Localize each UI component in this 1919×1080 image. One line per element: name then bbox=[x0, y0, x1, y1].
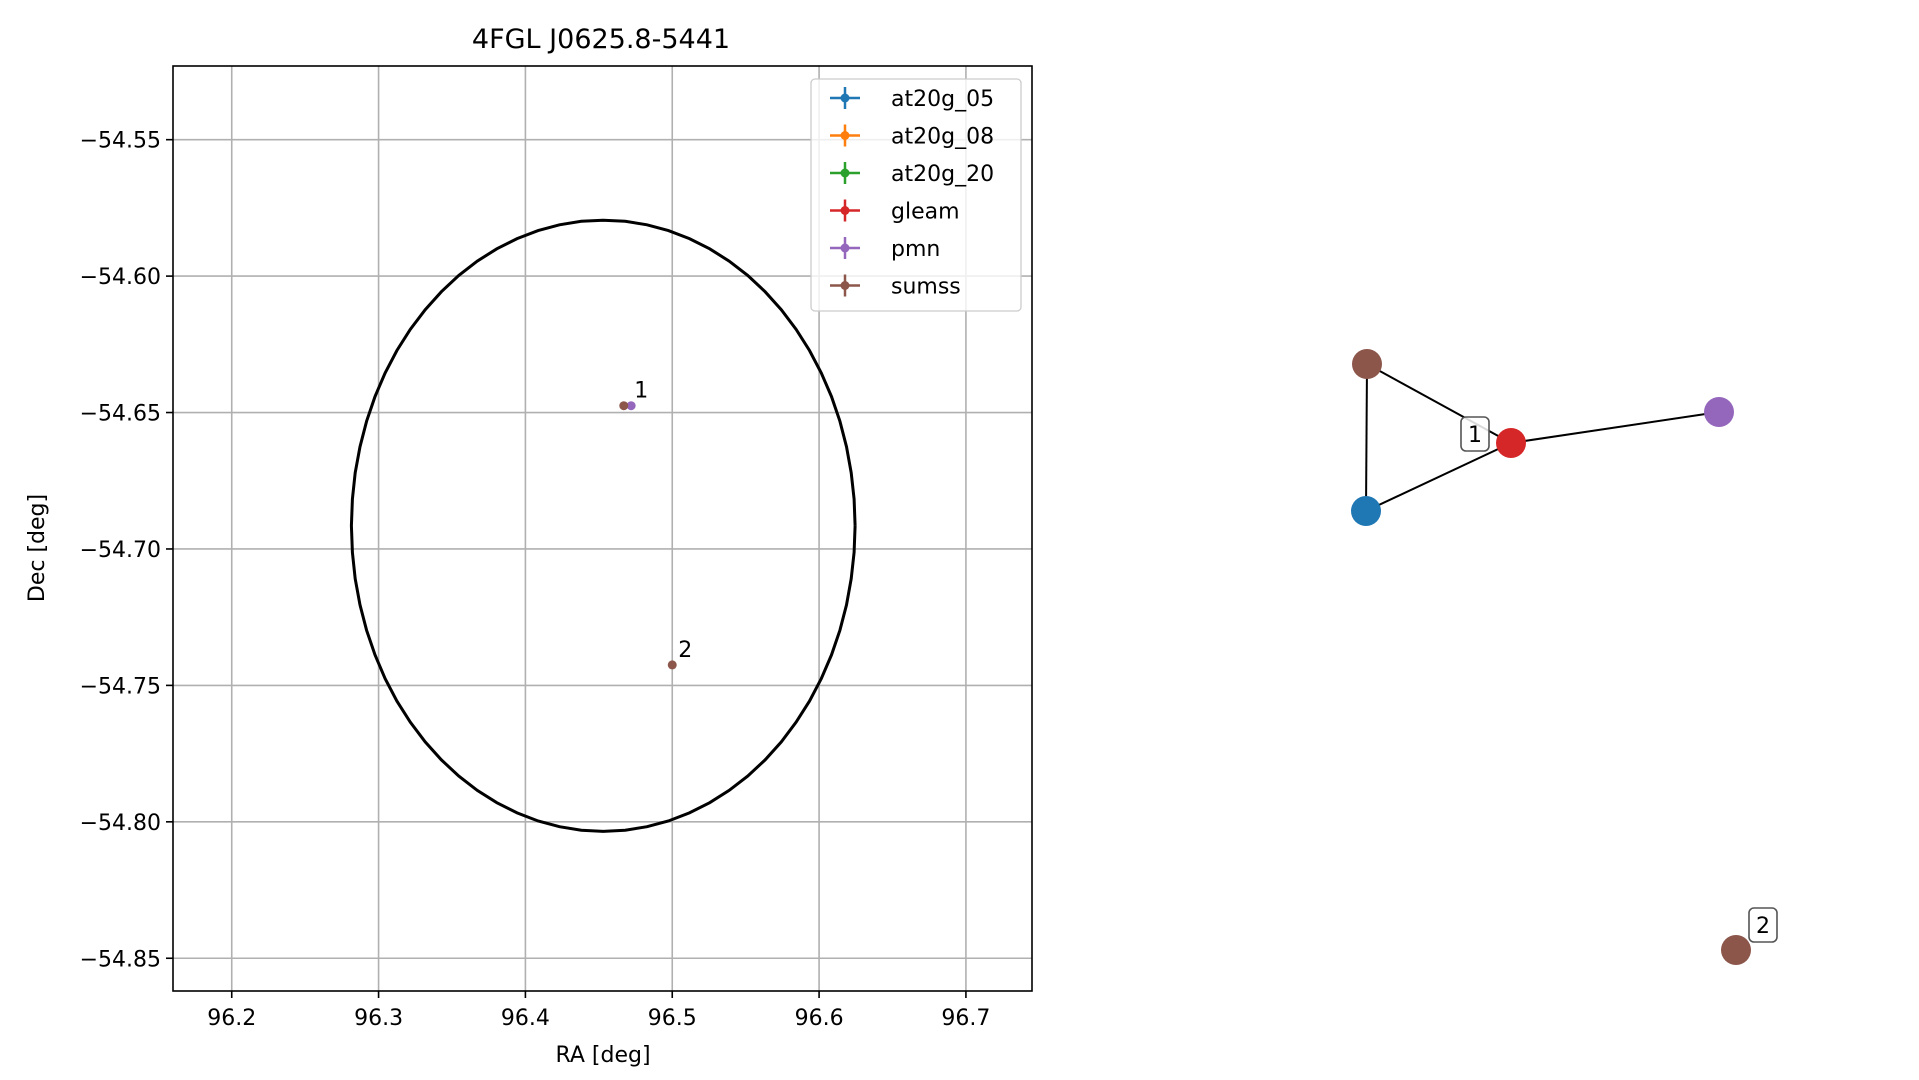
graph-label-text: 2 bbox=[1756, 914, 1770, 939]
point-annotation: 2 bbox=[678, 638, 692, 663]
x-axis-ticks: 96.2 96.3 96.4 96.5 96.6 96.7 bbox=[207, 991, 990, 1031]
chart-title: 4FGL J0625.8-5441 bbox=[472, 24, 730, 55]
graph-label-box bbox=[1460, 416, 1490, 452]
y-tick-label: −54.55 bbox=[80, 129, 161, 154]
legend-label: at20g_08 bbox=[891, 125, 994, 150]
point-annotation: 1 bbox=[634, 379, 648, 404]
graph-edge bbox=[1510, 411, 1720, 444]
x-tick-label: 96.3 bbox=[354, 1006, 403, 1031]
x-tick-label: 96.7 bbox=[941, 1006, 990, 1031]
data-point-sumss bbox=[667, 660, 677, 670]
x-tick-label: 96.2 bbox=[207, 1006, 256, 1031]
legend-item-at20g_20: at20g_20 bbox=[830, 162, 994, 187]
y-axis-label: Dec [deg] bbox=[25, 494, 50, 602]
legend-marker bbox=[840, 206, 850, 215]
graph-node-gleam bbox=[1496, 428, 1526, 458]
legend-marker bbox=[840, 131, 850, 140]
data-point-pmn bbox=[626, 401, 636, 411]
legend-item-sumss: sumss bbox=[830, 274, 961, 300]
graph-node-at20g bbox=[1351, 496, 1381, 526]
network-graph: 12 bbox=[1351, 349, 1778, 965]
y-tick-label: −54.60 bbox=[80, 265, 161, 290]
x-tick-label: 96.4 bbox=[501, 1006, 550, 1031]
graph-label: 1 bbox=[1460, 416, 1490, 452]
graph-node-pmn bbox=[1704, 397, 1734, 427]
legend-item-pmn: pmn bbox=[830, 237, 940, 262]
y-axis-ticks: −54.55 −54.60 −54.65 −54.70 −54.75 −54.80 −54.… bbox=[80, 129, 173, 972]
x-tick-label: 96.5 bbox=[648, 1006, 697, 1031]
y-tick-label: −54.65 bbox=[80, 402, 161, 427]
y-tick-label: −54.80 bbox=[80, 811, 161, 836]
x-axis-label: RA [deg] bbox=[555, 1043, 650, 1068]
graph-nodes bbox=[1351, 349, 1751, 965]
uncertainty-ellipse bbox=[349, 218, 857, 833]
y-tick-label: −54.85 bbox=[80, 947, 161, 972]
plot-frame bbox=[172, 65, 1033, 992]
graph-edge bbox=[1365, 363, 1368, 512]
legend-marker bbox=[840, 93, 850, 103]
scatter-chart: 4FGL J0625.8-5441 12 96.2 96.3 96.4 96.5 96.… bbox=[25, 24, 1033, 1068]
legend-label: pmn bbox=[891, 237, 940, 262]
legend-marker bbox=[840, 281, 850, 290]
legend-marker bbox=[840, 168, 850, 178]
legend-label: sumss bbox=[891, 275, 961, 300]
legend-item-at20g_08: at20g_08 bbox=[830, 124, 994, 150]
data-point-sumss bbox=[619, 401, 629, 411]
legend-item-at20g_05: at20g_05 bbox=[830, 87, 994, 112]
legend-item-gleam: gleam bbox=[830, 199, 960, 225]
graph-node-sumss_a bbox=[1352, 349, 1382, 379]
legend-label: at20g_20 bbox=[891, 162, 994, 187]
ellipse-outline bbox=[349, 218, 857, 833]
graph-node-sumss_b bbox=[1721, 935, 1751, 965]
data-points: 12 bbox=[619, 379, 692, 670]
legend-box bbox=[810, 78, 1022, 312]
graph-label-text: 1 bbox=[1468, 423, 1482, 448]
y-tick-label: −54.75 bbox=[80, 674, 161, 699]
x-tick-label: 96.6 bbox=[795, 1006, 844, 1031]
legend-marker bbox=[840, 243, 850, 253]
graph-edge bbox=[1365, 442, 1512, 512]
legend-label: gleam bbox=[891, 200, 960, 225]
graph-label-box bbox=[1748, 907, 1778, 943]
graph-labels: 12 bbox=[1460, 416, 1778, 943]
legend-label: at20g_05 bbox=[891, 87, 994, 112]
graph-edges bbox=[1365, 363, 1720, 512]
graph-label: 2 bbox=[1748, 907, 1778, 943]
y-tick-label: −54.70 bbox=[80, 538, 161, 563]
